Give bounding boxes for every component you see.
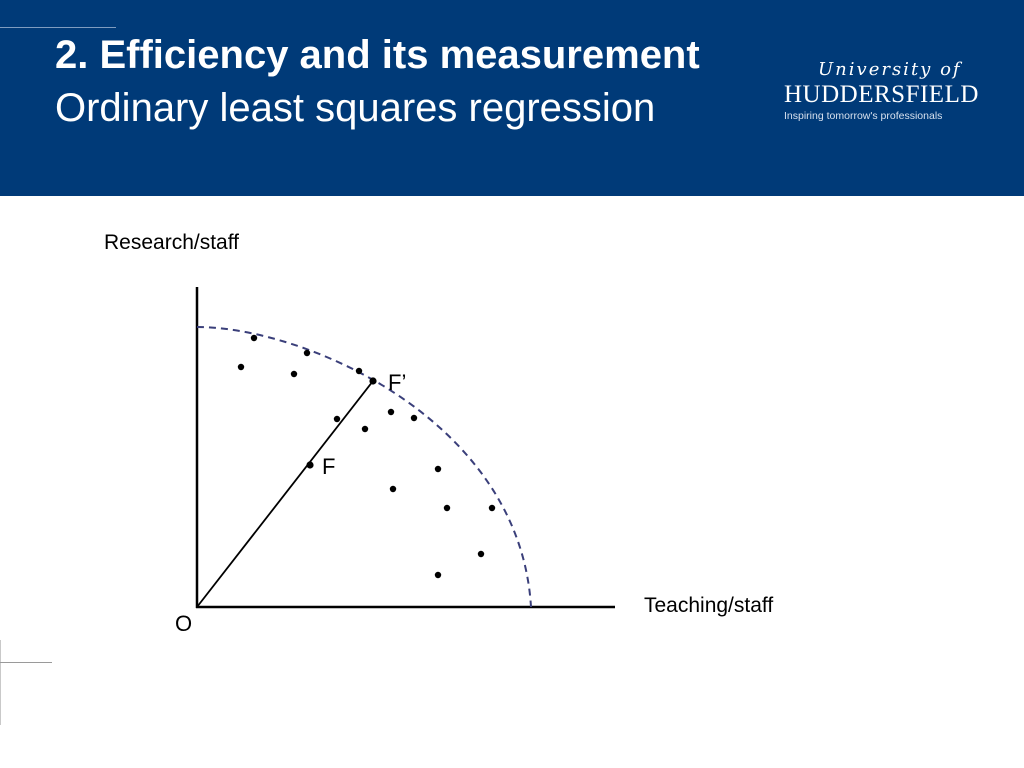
data-point bbox=[361, 425, 369, 433]
data-point bbox=[389, 485, 397, 493]
point-f-label: F bbox=[322, 454, 335, 479]
y-axis-label: Research/staff bbox=[104, 231, 240, 254]
data-point bbox=[303, 349, 311, 357]
data-point bbox=[410, 414, 418, 422]
logo-line-huddersfield: HUDDERSFIELD bbox=[784, 81, 979, 108]
point-f-prime bbox=[369, 377, 377, 385]
university-logo: University of HUDDERSFIELD Inspiring tom… bbox=[784, 59, 984, 123]
corner-guide-horizontal bbox=[0, 662, 52, 663]
logo-line-university: University of bbox=[818, 59, 962, 80]
data-point bbox=[387, 408, 395, 416]
data-point bbox=[250, 334, 258, 342]
efficiency-frontier bbox=[196, 326, 532, 608]
data-point bbox=[488, 504, 496, 512]
data-point bbox=[443, 504, 451, 512]
data-point bbox=[355, 367, 363, 375]
origin-label: O bbox=[175, 611, 193, 636]
data-point bbox=[333, 415, 341, 423]
header-rule bbox=[0, 27, 116, 28]
slide-title: 2. Efficiency and its measurement bbox=[55, 33, 700, 77]
x-axis-label: Teaching/staff bbox=[644, 594, 774, 617]
data-point bbox=[290, 370, 298, 378]
slide-subtitle: Ordinary least squares regression bbox=[55, 86, 656, 130]
corner-guide-vertical bbox=[0, 640, 1, 725]
logo-tagline: Inspiring tomorrow's professionals bbox=[784, 110, 943, 122]
data-point bbox=[237, 363, 245, 371]
data-point bbox=[434, 571, 442, 579]
ray-o-to-f-prime bbox=[196, 380, 374, 608]
data-point bbox=[477, 550, 485, 558]
point-f-prime-label: F’ bbox=[388, 370, 406, 395]
slide-header: 2. Efficiency and its measurement Ordina… bbox=[0, 0, 1024, 196]
data-point bbox=[434, 465, 442, 473]
point-f bbox=[306, 461, 314, 469]
